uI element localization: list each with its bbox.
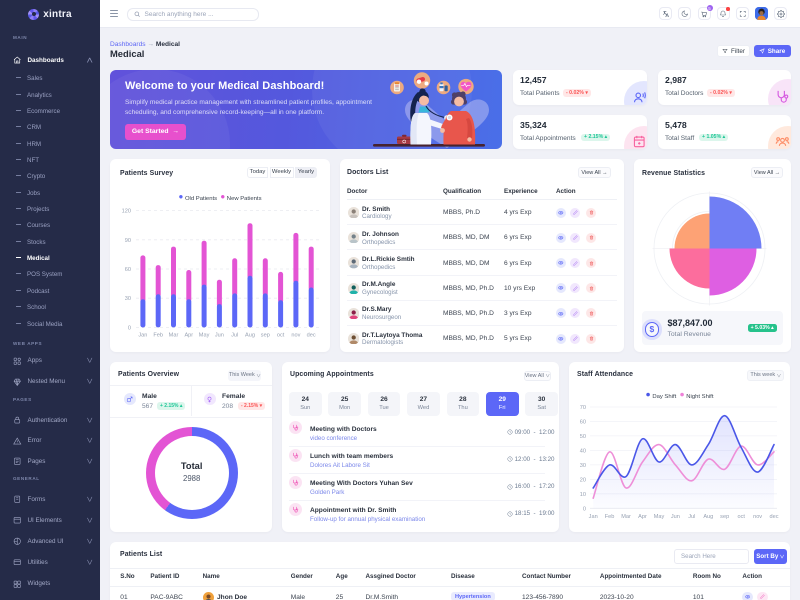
svg-text:sep: sep (720, 514, 729, 520)
svg-text:May: May (654, 514, 665, 520)
svg-text:60: 60 (125, 267, 131, 273)
svg-text:Jun: Jun (671, 514, 680, 520)
svg-text:Aug: Aug (245, 332, 255, 338)
svg-text:oct: oct (277, 332, 285, 338)
svg-text:40: 40 (580, 448, 586, 454)
svg-text:Mar: Mar (621, 514, 631, 520)
svg-text:0: 0 (128, 325, 131, 331)
svg-text:sep: sep (261, 332, 270, 338)
svg-text:Jan: Jan (138, 332, 147, 338)
svg-text:30: 30 (125, 296, 131, 302)
svg-text:oct: oct (737, 514, 745, 520)
svg-text:Jul: Jul (231, 332, 238, 338)
svg-text:nov: nov (753, 514, 762, 520)
svg-text:Feb: Feb (605, 514, 615, 520)
svg-text:70: 70 (580, 405, 586, 411)
svg-text:50: 50 (580, 434, 586, 440)
svg-text:0: 0 (583, 506, 586, 512)
svg-text:Apr: Apr (184, 332, 193, 338)
svg-text:20: 20 (580, 477, 586, 483)
svg-text:Jul: Jul (688, 514, 695, 520)
svg-text:Apr: Apr (638, 514, 647, 520)
svg-text:nov: nov (291, 332, 300, 338)
svg-text:120: 120 (122, 208, 131, 214)
svg-text:dec: dec (769, 514, 778, 520)
svg-text:Jan: Jan (589, 514, 598, 520)
svg-text:May: May (199, 332, 210, 338)
svg-text:Jun: Jun (215, 332, 224, 338)
svg-text:90: 90 (125, 237, 131, 243)
svg-text:Aug: Aug (703, 514, 713, 520)
svg-text:10: 10 (580, 492, 586, 498)
svg-text:60: 60 (580, 420, 586, 426)
svg-text:Mar: Mar (169, 332, 179, 338)
svg-text:dec: dec (307, 332, 316, 338)
svg-text:30: 30 (580, 463, 586, 469)
svg-text:Feb: Feb (153, 332, 163, 338)
